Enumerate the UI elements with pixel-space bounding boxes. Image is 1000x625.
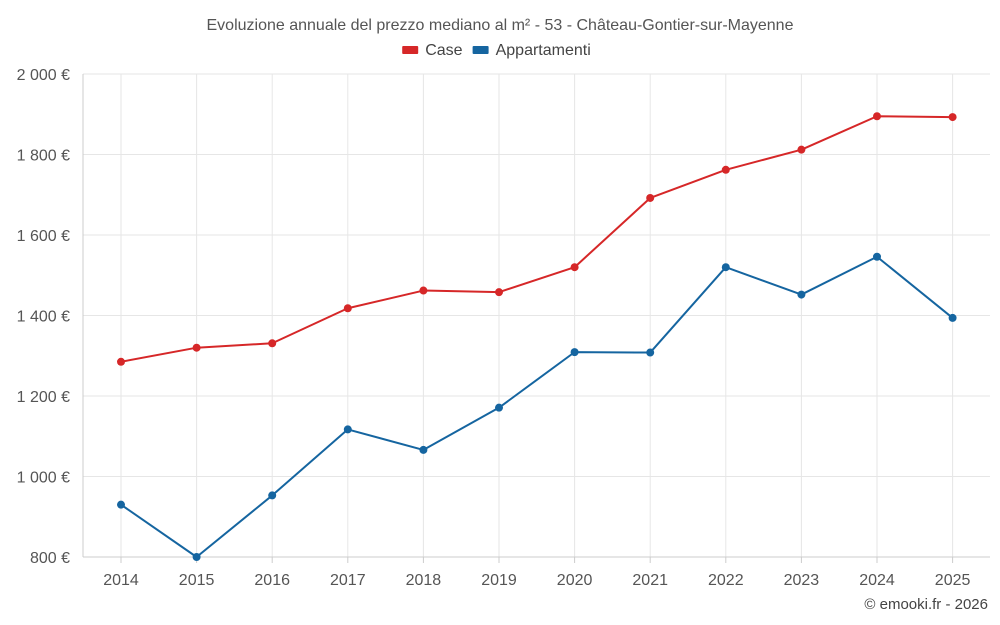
x-tick-label: 2017	[330, 572, 366, 589]
data-point[interactable]	[721, 263, 730, 272]
legend: Case Appartamenti	[402, 42, 591, 59]
series-layer	[117, 112, 957, 561]
x-tick-label: 2023	[784, 572, 820, 589]
data-point[interactable]	[268, 491, 277, 500]
series-appartamenti	[117, 252, 957, 561]
data-point[interactable]	[495, 288, 503, 297]
data-point[interactable]	[948, 313, 957, 322]
y-tick-label: 1 400 €	[17, 309, 70, 326]
chart-title: Evoluzione annuale del prezzo mediano al…	[207, 17, 794, 34]
series-line	[120, 115, 953, 363]
y-tick-label: 1 200 €	[17, 389, 70, 406]
x-tick-label: 2021	[632, 572, 668, 589]
data-point[interactable]	[570, 263, 579, 272]
data-point[interactable]	[646, 348, 655, 357]
x-tick-label: 2015	[179, 572, 215, 589]
x-tick-label: 2019	[481, 572, 517, 589]
data-point[interactable]	[873, 112, 881, 121]
data-point[interactable]	[343, 425, 352, 434]
data-point[interactable]	[192, 553, 201, 561]
y-axis: 800 € 1 000 € 1 200 € 1 400 € 1 600 € 1 800 €…	[17, 67, 84, 567]
legend-item-case[interactable]: Case	[402, 42, 463, 59]
data-point[interactable]	[646, 193, 655, 202]
credit-text: © emooki.fr - 2026	[864, 596, 988, 613]
y-tick-label: 1 600 €	[17, 228, 70, 245]
data-point[interactable]	[948, 113, 957, 122]
data-point[interactable]	[343, 304, 352, 313]
data-point[interactable]	[268, 339, 277, 348]
legend-swatch	[402, 46, 419, 54]
data-point[interactable]	[495, 403, 503, 412]
data-point[interactable]	[873, 252, 881, 261]
data-point[interactable]	[797, 290, 806, 299]
y-tick-label: 800 €	[30, 550, 70, 567]
data-point[interactable]	[797, 145, 806, 154]
legend-item-appartamenti[interactable]: Appartamenti	[472, 42, 591, 59]
legend-label: Appartamenti	[496, 42, 591, 59]
data-point[interactable]	[570, 348, 579, 357]
legend-swatch	[472, 46, 489, 54]
data-point[interactable]	[721, 165, 730, 174]
y-tick-label: 1 000 €	[17, 470, 70, 487]
y-tick-label: 1 800 €	[17, 148, 70, 165]
x-tick-label: 2020	[557, 572, 593, 589]
x-tick-label: 2022	[708, 572, 744, 589]
data-point[interactable]	[192, 343, 201, 352]
data-point[interactable]	[419, 286, 428, 295]
data-point[interactable]	[419, 445, 428, 454]
x-tick-label: 2018	[406, 572, 442, 589]
x-axis: 2014 2015 2016 2017 2018 2019 2020 2021 2022 2023…	[83, 556, 990, 589]
x-tick-label: 2024	[859, 572, 895, 589]
series-case	[117, 112, 957, 366]
y-tick-label: 2 000 €	[17, 67, 70, 84]
data-point[interactable]	[117, 500, 125, 509]
x-tick-label: 2016	[254, 572, 290, 589]
gridlines	[83, 73, 990, 558]
series-line	[120, 255, 954, 558]
data-point[interactable]	[117, 357, 125, 366]
legend-label: Case	[425, 42, 462, 59]
x-tick-label: 2025	[935, 572, 971, 589]
x-tick-label: 2014	[103, 572, 139, 589]
